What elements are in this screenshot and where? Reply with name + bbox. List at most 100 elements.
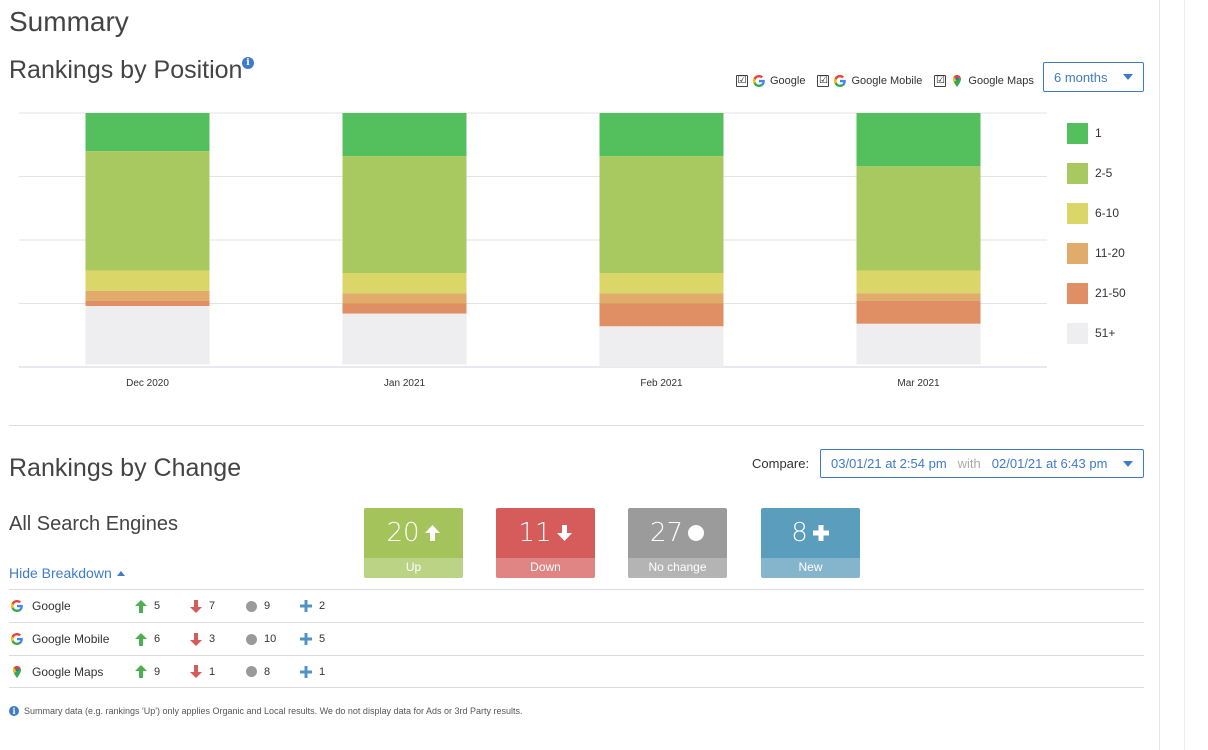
checkbox[interactable]: ☑ xyxy=(736,75,748,87)
x-tick-label: Dec 2020 xyxy=(126,378,169,389)
bar-segment-1-mar-2021[interactable] xyxy=(856,113,981,167)
bar-segment-1-feb-2021[interactable] xyxy=(599,113,724,157)
compare-with: with xyxy=(957,456,981,471)
bar-segment-11-20-dec-2020[interactable] xyxy=(85,290,210,301)
chevron-down-icon xyxy=(1123,460,1133,467)
legend-item-51+[interactable]: 51+ xyxy=(1067,313,1126,353)
stat-no-change: 9 xyxy=(245,600,270,612)
page-title: Summary xyxy=(9,6,129,37)
footnote-text: Summary data (e.g. rankings 'Up') only a… xyxy=(24,706,523,716)
legend-swatch xyxy=(1067,322,1088,344)
legend-item-21-50[interactable]: 21-50 xyxy=(1067,273,1126,313)
circle-icon xyxy=(245,633,257,645)
stat-down: 1 xyxy=(190,665,215,678)
tile-value: 8 xyxy=(791,518,808,548)
tile-new[interactable]: 8 New xyxy=(761,508,860,578)
summary-page: Summary Rankings by Position i ☑ Google … xyxy=(9,0,1160,750)
period-dropdown[interactable]: 6 months xyxy=(1043,62,1144,92)
bar-segment-6-10-jan-2021[interactable] xyxy=(342,273,467,294)
stat-up: 5 xyxy=(135,599,160,613)
legend-item-6-10[interactable]: 6-10 xyxy=(1067,193,1126,233)
tile-no-change[interactable]: 27 No change xyxy=(628,508,727,578)
tile-label: New xyxy=(761,558,860,578)
bar-segment-11-20-mar-2021[interactable] xyxy=(856,293,981,301)
engine-toggle-google[interactable]: ☑ Google xyxy=(736,74,805,88)
bar-segment-6-10-mar-2021[interactable] xyxy=(856,270,981,294)
engine-label: Google Maps xyxy=(968,75,1034,87)
engine-toggle-google-mobile[interactable]: ☑ Google Mobile xyxy=(817,74,922,88)
legend-swatch xyxy=(1067,282,1088,304)
bar-segment-11-20-feb-2021[interactable] xyxy=(599,293,724,304)
hide-breakdown-link[interactable]: Hide Breakdown xyxy=(9,565,125,581)
google-maps-icon xyxy=(13,665,21,678)
rankings-position-chart: Dec 2020 Jan 2021 Feb 2021 Mar 2021 xyxy=(19,112,1047,389)
bar-segment-1-jan-2021[interactable] xyxy=(342,113,467,157)
legend-item-11-20[interactable]: 11-20 xyxy=(1067,233,1126,273)
circle-icon xyxy=(245,666,257,678)
stat-no-change: 10 xyxy=(245,633,276,645)
engine-name: Google Maps xyxy=(32,664,104,679)
breakdown-row-google: Google 5 7 9 2 xyxy=(9,589,1144,622)
arrow-up-icon xyxy=(424,524,441,542)
x-tick-label: Feb 2021 xyxy=(640,378,683,389)
bar-segment-51+-dec-2020[interactable] xyxy=(85,306,210,365)
tile-up[interactable]: 20 Up xyxy=(364,508,463,578)
compare-dropdown[interactable]: 03/01/21 at 2:54 pm with 02/01/21 at 6:4… xyxy=(820,449,1144,478)
bar-segment-11-20-jan-2021[interactable] xyxy=(342,293,467,304)
legend-item-1[interactable]: 1 xyxy=(1067,113,1126,153)
legend-label: 51+ xyxy=(1095,326,1116,340)
bar-segment-51+-jan-2021[interactable] xyxy=(342,313,467,365)
tile-label: No change xyxy=(628,558,727,578)
google-maps-icon xyxy=(953,75,962,87)
info-icon[interactable]: i xyxy=(242,57,254,69)
bar-segment-51+-feb-2021[interactable] xyxy=(599,326,724,367)
engine-filter: ☑ Google ☑ Google Mobile ☑ xyxy=(736,74,1046,88)
google-icon xyxy=(11,633,23,645)
bar-segment-6-10-feb-2021[interactable] xyxy=(599,273,724,294)
bar-segment-21-50-jan-2021[interactable] xyxy=(342,303,467,314)
bar-segment-21-50-mar-2021[interactable] xyxy=(856,300,981,324)
plus-icon xyxy=(300,665,312,678)
stat-new: 5 xyxy=(300,633,325,645)
rankings-by-position-title: Rankings by Position xyxy=(9,56,243,84)
engine-toggle-google-maps[interactable]: ☑ Google Maps xyxy=(934,74,1034,88)
plus-icon xyxy=(812,524,830,542)
tile-value: 20 xyxy=(386,518,420,548)
arrow-down-icon xyxy=(190,599,202,613)
period-dropdown-value: 6 months xyxy=(1054,69,1108,85)
checkbox[interactable]: ☑ xyxy=(817,75,830,87)
x-tick-label: Mar 2021 xyxy=(897,378,940,389)
legend-label: 21-50 xyxy=(1095,286,1126,300)
checkbox[interactable]: ☑ xyxy=(934,75,947,87)
engine-label: Google Mobile xyxy=(851,75,923,87)
hide-breakdown-label: Hide Breakdown xyxy=(9,565,112,581)
legend-label: 1 xyxy=(1095,126,1102,140)
bar-segment-1-dec-2020[interactable] xyxy=(85,113,210,152)
arrow-up-icon xyxy=(135,599,147,613)
legend-item-2-5[interactable]: 2-5 xyxy=(1067,153,1126,193)
tile-label: Up xyxy=(364,558,463,578)
legend-label: 2-5 xyxy=(1095,166,1113,180)
bar-segment-21-50-feb-2021[interactable] xyxy=(599,303,724,327)
breakdown-row-google-maps: Google Maps 9 1 8 1 xyxy=(9,655,1144,688)
bar-segment-21-50-dec-2020[interactable] xyxy=(85,300,210,307)
google-icon xyxy=(834,75,847,87)
bar-segment-2-5-jan-2021[interactable] xyxy=(342,156,467,274)
legend-swatch xyxy=(1067,122,1088,144)
engine-name: Google Mobile xyxy=(32,632,110,646)
scrollbar-track[interactable] xyxy=(1184,0,1185,750)
arrow-down-icon xyxy=(190,632,202,646)
bar-segment-2-5-feb-2021[interactable] xyxy=(599,156,724,274)
tile-down[interactable]: 11 Down xyxy=(496,508,595,578)
bar-segment-51+-mar-2021[interactable] xyxy=(856,323,981,365)
stat-down: 3 xyxy=(190,632,215,646)
google-icon xyxy=(11,600,23,612)
bar-segment-6-10-dec-2020[interactable] xyxy=(85,270,210,291)
bar-segment-2-5-mar-2021[interactable] xyxy=(856,166,981,271)
bar-segment-2-5-dec-2020[interactable] xyxy=(85,151,210,271)
compare-label: Compare: xyxy=(752,456,810,471)
stat-new: 1 xyxy=(300,665,325,678)
stat-down: 7 xyxy=(190,599,215,613)
stat-up: 6 xyxy=(135,632,160,646)
circle-icon xyxy=(245,600,257,612)
